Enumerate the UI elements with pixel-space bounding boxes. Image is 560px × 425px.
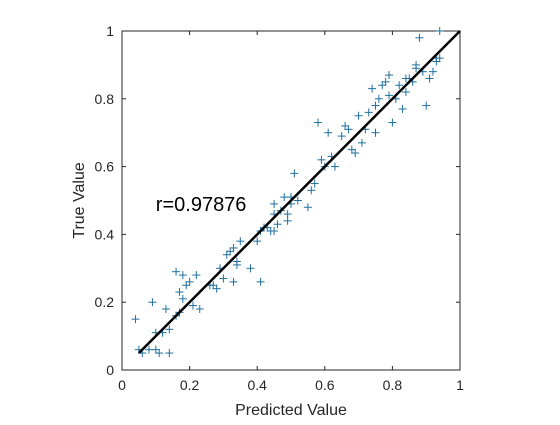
x-axis-label: Predicted Value <box>235 402 347 419</box>
data-point <box>351 149 360 158</box>
data-point <box>270 199 279 208</box>
data-point <box>374 94 383 103</box>
data-point <box>209 281 218 290</box>
fit-line-group <box>138 30 461 354</box>
data-point <box>172 267 181 276</box>
data-point <box>195 304 204 313</box>
data-point <box>283 216 292 225</box>
data-point <box>165 325 174 334</box>
y-axis-label: True Value <box>71 162 88 239</box>
x-tick-label: 0.4 <box>247 377 267 393</box>
data-point <box>378 81 387 90</box>
data-point <box>385 91 394 100</box>
data-point <box>270 227 279 236</box>
data-point <box>330 162 339 171</box>
data-point <box>422 101 431 110</box>
data-point <box>212 284 221 293</box>
data-point <box>273 220 282 229</box>
y-tick-label: 0 <box>106 362 114 378</box>
data-point <box>435 54 444 63</box>
data-point <box>236 237 245 246</box>
data-point <box>398 104 407 113</box>
x-tick-label: 0.2 <box>180 377 200 393</box>
data-point <box>412 60 421 69</box>
data-point <box>385 71 394 80</box>
data-point <box>192 271 201 280</box>
data-point <box>314 118 323 127</box>
data-point <box>317 155 326 164</box>
y-tick-label: 0.2 <box>95 294 115 310</box>
data-point <box>364 108 373 117</box>
data-point <box>256 277 265 286</box>
data-point <box>307 186 316 195</box>
data-point <box>357 138 366 147</box>
data-point <box>371 128 380 137</box>
data-point <box>145 345 154 354</box>
fit-line <box>138 30 461 354</box>
data-point <box>428 67 437 76</box>
data-point <box>354 111 363 120</box>
data-point <box>219 274 228 283</box>
correlation-annotation: r=0.97876 <box>156 194 247 216</box>
data-point <box>148 298 157 307</box>
x-tick-label: 0 <box>118 377 126 393</box>
data-point <box>131 315 140 324</box>
data-point <box>280 193 289 202</box>
data-point <box>188 301 197 310</box>
data-point <box>253 237 262 246</box>
data-point <box>178 294 187 303</box>
data-point <box>435 27 444 35</box>
data-point <box>324 128 333 137</box>
data-point <box>344 125 353 134</box>
y-tick-label: 0.4 <box>95 226 115 242</box>
x-tick-label: 0.8 <box>383 377 403 393</box>
y-tick-label: 0.8 <box>95 91 115 107</box>
data-point <box>337 132 346 141</box>
data-point <box>226 247 235 256</box>
data-point <box>222 250 231 259</box>
data-point <box>303 203 312 212</box>
data-point <box>395 81 404 90</box>
data-point <box>341 121 350 130</box>
data-point <box>310 179 319 188</box>
data-point <box>182 281 191 290</box>
data-point <box>155 349 164 358</box>
data-point <box>432 57 441 66</box>
data-point <box>161 304 170 313</box>
data-point <box>293 196 302 205</box>
data-point <box>290 169 299 178</box>
data-point <box>283 210 292 219</box>
data-point <box>175 288 184 297</box>
data-point <box>185 277 194 286</box>
data-point <box>347 145 356 154</box>
axis-ticks: 0 0.2 0.4 0.6 0.8 1 0 0.2 0.4 0.6 0.8 1 <box>95 23 465 393</box>
data-point <box>388 118 397 127</box>
y-tick-label: 0.6 <box>95 159 115 175</box>
data-point <box>151 345 160 354</box>
data-point <box>425 74 434 83</box>
data-point <box>165 349 174 358</box>
data-point <box>178 271 187 280</box>
data-point <box>415 33 424 42</box>
data-point <box>401 88 410 97</box>
data-point <box>381 77 390 86</box>
data-point <box>246 264 255 273</box>
y-tick-label: 1 <box>106 23 114 39</box>
data-point <box>229 243 238 252</box>
data-point <box>229 277 238 286</box>
data-point <box>371 101 380 110</box>
data-point <box>368 84 377 93</box>
data-point <box>232 257 241 266</box>
x-tick-label: 1 <box>456 377 464 393</box>
x-tick-label: 0.6 <box>315 377 335 393</box>
